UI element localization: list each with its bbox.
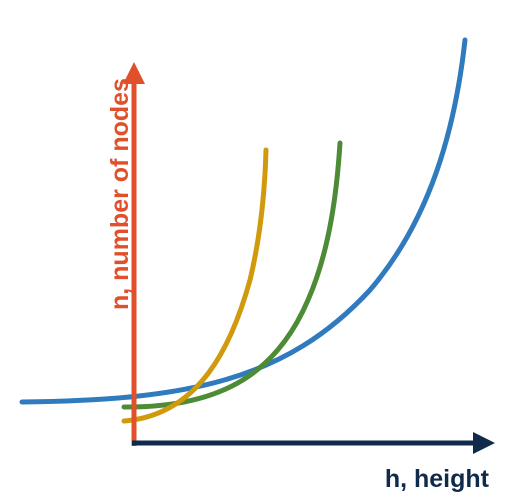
blue-curve [19, 37, 468, 405]
green-curve [121, 140, 343, 410]
y-axis-arrowhead [123, 62, 145, 84]
gold-curve [121, 147, 269, 424]
x-axis-title: h, height [385, 465, 490, 493]
x-axis-arrowhead [473, 432, 495, 454]
y-axis-title: n, number of nodes [106, 78, 134, 310]
